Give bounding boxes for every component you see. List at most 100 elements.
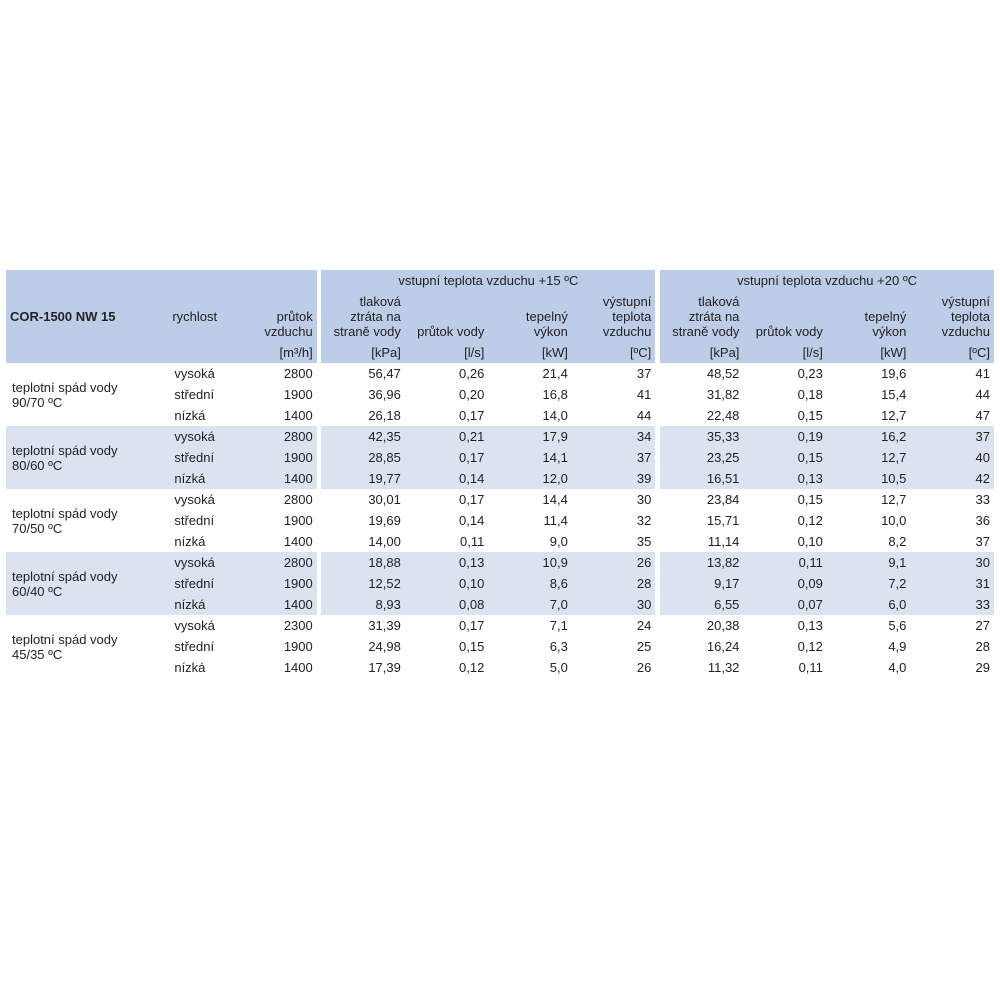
data-cell: 26,18	[321, 405, 404, 426]
data-cell: 56,47	[321, 363, 404, 384]
group-label: teplotní spád vody90/70 ºC	[6, 363, 168, 426]
data-cell: 28,85	[321, 447, 404, 468]
data-cell: 0,19	[743, 426, 826, 447]
airflow-cell: 1900	[243, 447, 317, 468]
data-cell: 18,88	[321, 552, 404, 573]
speed-cell: střední	[168, 447, 242, 468]
data-cell: 12,0	[488, 468, 571, 489]
group-label: teplotní spád vody45/35 ºC	[6, 615, 168, 678]
data-cell: 28	[910, 636, 994, 657]
airflow-cell: 2800	[243, 363, 317, 384]
data-cell: 17,39	[321, 657, 404, 678]
table-row: teplotní spád vody90/70 ºCvysoká280056,4…	[6, 363, 994, 384]
data-cell: 15,71	[660, 510, 743, 531]
data-cell: 0,21	[405, 426, 488, 447]
data-cell: 0,17	[405, 405, 488, 426]
unit-dp-15: [kPa]	[321, 342, 404, 363]
data-cell: 0,10	[405, 573, 488, 594]
airflow-cell: 1900	[243, 573, 317, 594]
data-cell: 31,39	[321, 615, 404, 636]
speed-cell: nízká	[168, 468, 242, 489]
airflow-cell: 2300	[243, 615, 317, 636]
data-cell: 24,98	[321, 636, 404, 657]
data-cell: 12,7	[827, 405, 910, 426]
data-cell: 30,01	[321, 489, 404, 510]
data-cell: 0,15	[405, 636, 488, 657]
airflow-cell: 2800	[243, 426, 317, 447]
data-cell: 0,11	[405, 531, 488, 552]
data-cell: 11,32	[660, 657, 743, 678]
data-cell: 0,20	[405, 384, 488, 405]
data-cell: 37	[910, 531, 994, 552]
data-cell: 8,2	[827, 531, 910, 552]
data-cell: 0,10	[743, 531, 826, 552]
speed-cell: vysoká	[168, 426, 242, 447]
data-cell: 19,6	[827, 363, 910, 384]
data-cell: 37	[910, 426, 994, 447]
data-cell: 36,96	[321, 384, 404, 405]
data-cell: 0,15	[743, 447, 826, 468]
data-cell: 10,9	[488, 552, 571, 573]
col-group-20: vstupní teplota vzduchu +20 ºC	[660, 270, 994, 291]
speed-cell: vysoká	[168, 552, 242, 573]
data-cell: 23,84	[660, 489, 743, 510]
data-cell: 23,25	[660, 447, 743, 468]
data-cell: 5,6	[827, 615, 910, 636]
data-cell: 25	[572, 636, 655, 657]
data-cell: 44	[572, 405, 655, 426]
data-cell: 22,48	[660, 405, 743, 426]
data-cell: 20,38	[660, 615, 743, 636]
col-airflow: průtok vzduchu	[243, 270, 317, 342]
airflow-cell: 1400	[243, 468, 317, 489]
data-cell: 11,4	[488, 510, 571, 531]
col-pwr-20: tepelný výkon	[827, 291, 910, 342]
data-cell: 0,08	[405, 594, 488, 615]
data-cell: 11,14	[660, 531, 743, 552]
data-cell: 7,2	[827, 573, 910, 594]
data-cell: 4,9	[827, 636, 910, 657]
data-cell: 37	[572, 363, 655, 384]
data-cell: 14,0	[488, 405, 571, 426]
data-cell: 9,17	[660, 573, 743, 594]
airflow-cell: 2800	[243, 552, 317, 573]
data-cell: 12,52	[321, 573, 404, 594]
data-cell: 0,12	[405, 657, 488, 678]
data-cell: 8,6	[488, 573, 571, 594]
data-cell: 10,5	[827, 468, 910, 489]
data-cell: 15,4	[827, 384, 910, 405]
data-cell: 47	[910, 405, 994, 426]
data-cell: 0,12	[743, 636, 826, 657]
airflow-cell: 1900	[243, 510, 317, 531]
data-cell: 0,11	[743, 552, 826, 573]
data-cell: 29	[910, 657, 994, 678]
data-cell: 0,13	[743, 468, 826, 489]
spec-table: COR-1500 NW 15 rychlost průtok vzduchu v…	[6, 270, 994, 678]
airflow-cell: 1400	[243, 594, 317, 615]
data-cell: 0,17	[405, 489, 488, 510]
data-cell: 10,0	[827, 510, 910, 531]
data-cell: 0,14	[405, 468, 488, 489]
data-cell: 0,23	[743, 363, 826, 384]
table-row: teplotní spád vody60/40 ºCvysoká280018,8…	[6, 552, 994, 573]
speed-cell: nízká	[168, 594, 242, 615]
data-cell: 17,9	[488, 426, 571, 447]
col-dp-15: tlaková ztráta na straně vody	[321, 291, 404, 342]
data-cell: 41	[572, 384, 655, 405]
data-cell: 30	[572, 489, 655, 510]
data-cell: 37	[572, 447, 655, 468]
data-cell: 0,14	[405, 510, 488, 531]
col-pwr-15: tepelný výkon	[488, 291, 571, 342]
data-cell: 0,12	[743, 510, 826, 531]
unit-dp-20: [kPa]	[660, 342, 743, 363]
data-cell: 24	[572, 615, 655, 636]
data-cell: 48,52	[660, 363, 743, 384]
speed-cell: vysoká	[168, 489, 242, 510]
data-cell: 42	[910, 468, 994, 489]
data-cell: 30	[910, 552, 994, 573]
unit-qw-15: [l/s]	[405, 342, 488, 363]
data-cell: 26	[572, 657, 655, 678]
data-cell: 34	[572, 426, 655, 447]
data-cell: 16,24	[660, 636, 743, 657]
table-row: teplotní spád vody45/35 ºCvysoká230031,3…	[6, 615, 994, 636]
data-cell: 6,3	[488, 636, 571, 657]
